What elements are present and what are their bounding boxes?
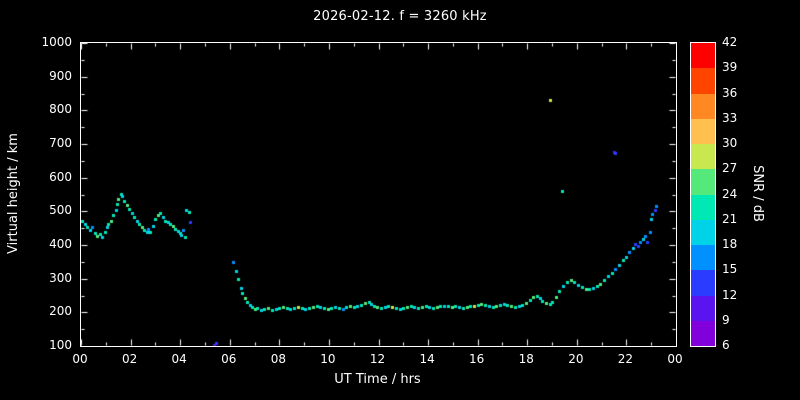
colorbar-tick-label: 24 xyxy=(722,186,738,201)
colorbar-label: SNR / dB xyxy=(749,165,765,222)
colorbar-tick-label: 21 xyxy=(722,211,738,226)
colorbar-segment xyxy=(691,169,715,195)
y-tick-label: 800 xyxy=(49,102,72,117)
y-tick-label: 200 xyxy=(49,304,72,319)
colorbar-tick-label: 15 xyxy=(722,262,738,277)
colorbar-segment xyxy=(691,194,715,220)
x-tick-label: 00 xyxy=(72,352,88,366)
colorbar-segment xyxy=(691,270,715,296)
colorbar-tick-label: 9 xyxy=(722,312,730,327)
colorbar-tick-label: 6 xyxy=(722,338,730,352)
colorbar-tick-label: 27 xyxy=(722,161,738,176)
x-tick-label: 02 xyxy=(121,352,138,366)
colorbar-tick-label: 18 xyxy=(722,237,738,251)
y-tick-label: 600 xyxy=(49,169,72,184)
y-tick-label: 300 xyxy=(49,270,72,285)
colorbar-segment xyxy=(691,118,715,144)
colorbar-segment xyxy=(691,219,715,245)
x-axis-label: UT Time / hrs xyxy=(334,372,421,387)
colorbar-label-wrap: SNR / dB xyxy=(746,42,768,345)
y-tick-label: 700 xyxy=(49,136,72,150)
x-tick-label: 12 xyxy=(369,352,386,366)
y-tick-label: 400 xyxy=(49,237,72,251)
colorbar-tick-label: 33 xyxy=(722,110,738,125)
x-tick-label: 20 xyxy=(568,352,584,366)
x-tick-label: 06 xyxy=(221,352,237,366)
scatter-plot-canvas xyxy=(81,43,676,346)
x-tick-label: 14 xyxy=(419,352,435,366)
chart-title: 2026-02-12. f = 3260 kHz xyxy=(313,9,487,24)
x-tick-label: 18 xyxy=(518,352,534,366)
plot-area xyxy=(80,42,677,347)
colorbar-segment xyxy=(691,144,715,170)
colorbar-segment xyxy=(691,43,715,69)
x-tick-label: 22 xyxy=(617,352,634,366)
x-tick-label: 16 xyxy=(469,352,485,366)
colorbar-segment xyxy=(691,93,715,119)
x-tick-label: 00 xyxy=(667,352,683,366)
colorbar xyxy=(690,42,716,347)
x-tick-label: 08 xyxy=(270,352,286,366)
y-tick-label: 1000 xyxy=(41,35,72,49)
colorbar-tick-label: 36 xyxy=(722,85,738,100)
colorbar-tick-label: 42 xyxy=(722,35,738,49)
x-tick-label: 04 xyxy=(171,352,187,366)
colorbar-tick-label: 12 xyxy=(722,287,738,302)
y-tick-label: 100 xyxy=(49,338,72,352)
colorbar-segment xyxy=(691,295,715,321)
colorbar-segment xyxy=(691,68,715,94)
colorbar-segment xyxy=(691,245,715,271)
colorbar-tick-label: 39 xyxy=(722,60,738,75)
y-axis-label-wrap: Virtual height / km xyxy=(2,42,24,345)
y-axis-label: Virtual height / km xyxy=(5,133,21,254)
x-tick-label: 10 xyxy=(320,352,336,366)
colorbar-segment xyxy=(691,320,715,346)
colorbar-tick-label: 30 xyxy=(722,136,738,150)
y-tick-label: 900 xyxy=(49,68,72,83)
y-tick-label: 500 xyxy=(49,203,72,218)
